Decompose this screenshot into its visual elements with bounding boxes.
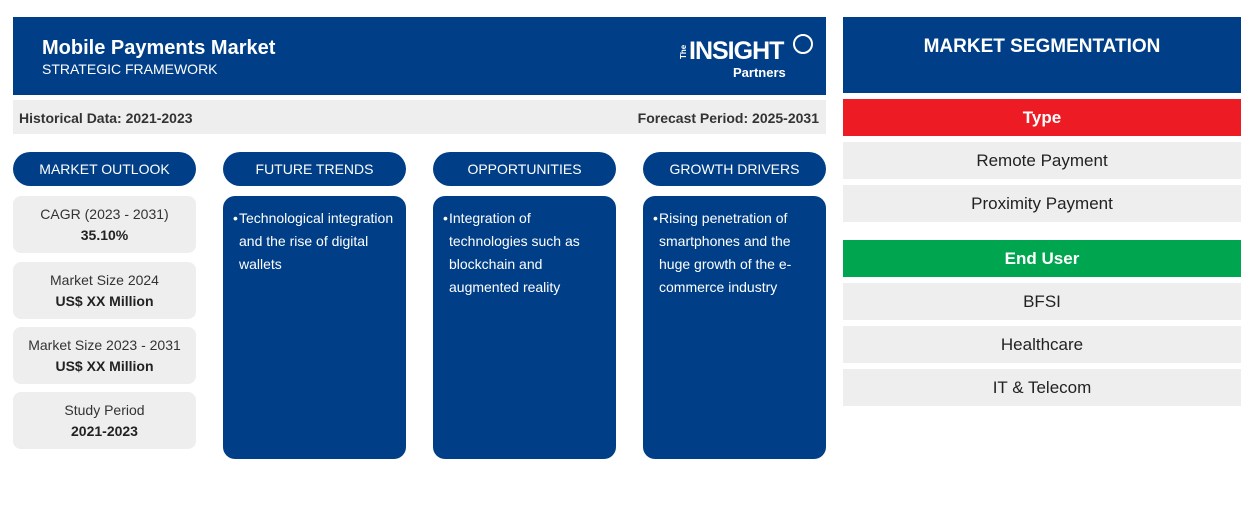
insight-partners-logo: The INSIGHT Partners <box>665 33 815 83</box>
opportunities-heading: OPPORTUNITIES <box>433 152 616 186</box>
study-period-value: 2021-2023 <box>71 423 138 439</box>
period-bar: Historical Data: 2021-2023 Forecast Peri… <box>13 100 826 134</box>
opportunities-item: • Integration of technologies such as bl… <box>443 207 609 299</box>
page-title: Mobile Payments Market <box>42 37 276 59</box>
market-size-2024-value: US$ XX Million <box>55 293 154 309</box>
future-trends-card: • Technological integration and the rise… <box>223 196 406 459</box>
historical-data-label: Historical Data: 2021-2023 <box>19 110 193 126</box>
market-size-range-card: Market Size 2023 - 2031 US$ XX Million <box>13 327 196 384</box>
growth-drivers-item: • Rising penetration of smartphones and … <box>653 207 819 299</box>
forecast-period-label: Forecast Period: 2025-2031 <box>637 110 819 126</box>
growth-drivers-text: Rising penetration of smartphones and th… <box>659 210 792 295</box>
study-period-label: Study Period <box>64 402 145 418</box>
cagr-value: 35.10% <box>80 227 129 243</box>
future-trends-heading: FUTURE TRENDS <box>223 152 406 186</box>
future-trends-text: Technological integration and the rise o… <box>239 210 394 272</box>
market-size-range-value: US$ XX Million <box>55 358 154 374</box>
future-trends-item: • Technological integration and the rise… <box>233 207 399 276</box>
segment-item-bfsi: BFSI <box>843 283 1241 320</box>
title-banner: Mobile Payments Market STRATEGIC FRAMEWO… <box>13 17 826 95</box>
segment-item-it-telecom: IT & Telecom <box>843 369 1241 406</box>
market-size-2024-card: Market Size 2024 US$ XX Million <box>13 262 196 319</box>
segment-item-remote-payment: Remote Payment <box>843 142 1241 179</box>
growth-drivers-heading: GROWTH DRIVERS <box>643 152 826 186</box>
cagr-label: CAGR (2023 - 2031) <box>40 206 169 222</box>
market-segmentation-heading: MARKET SEGMENTATION <box>843 17 1241 93</box>
market-size-2024-label: Market Size 2024 <box>50 272 159 288</box>
opportunities-text: Integration of technologies such as bloc… <box>449 210 580 295</box>
logo-the-text: The <box>679 44 688 59</box>
page-subtitle: STRATEGIC FRAMEWORK <box>42 61 218 77</box>
market-outlook-heading: MARKET OUTLOOK <box>13 152 196 186</box>
logo-ring-icon <box>793 34 813 54</box>
opportunities-card: • Integration of technologies such as bl… <box>433 196 616 459</box>
bullet-icon: • <box>443 210 448 226</box>
segment-item-proximity-payment: Proximity Payment <box>843 185 1241 222</box>
segment-item-healthcare: Healthcare <box>843 326 1241 363</box>
logo-insight-text: INSIGHT <box>689 37 784 65</box>
end-user-segment-heading: End User <box>843 240 1241 277</box>
study-period-card: Study Period 2021-2023 <box>13 392 196 449</box>
bullet-icon: • <box>653 210 658 226</box>
cagr-card: CAGR (2023 - 2031) 35.10% <box>13 196 196 253</box>
bullet-icon: • <box>233 210 238 226</box>
growth-drivers-card: • Rising penetration of smartphones and … <box>643 196 826 459</box>
market-size-range-label: Market Size 2023 - 2031 <box>28 337 181 353</box>
type-segment-heading: Type <box>843 99 1241 136</box>
logo-partners-text: Partners <box>733 65 786 80</box>
